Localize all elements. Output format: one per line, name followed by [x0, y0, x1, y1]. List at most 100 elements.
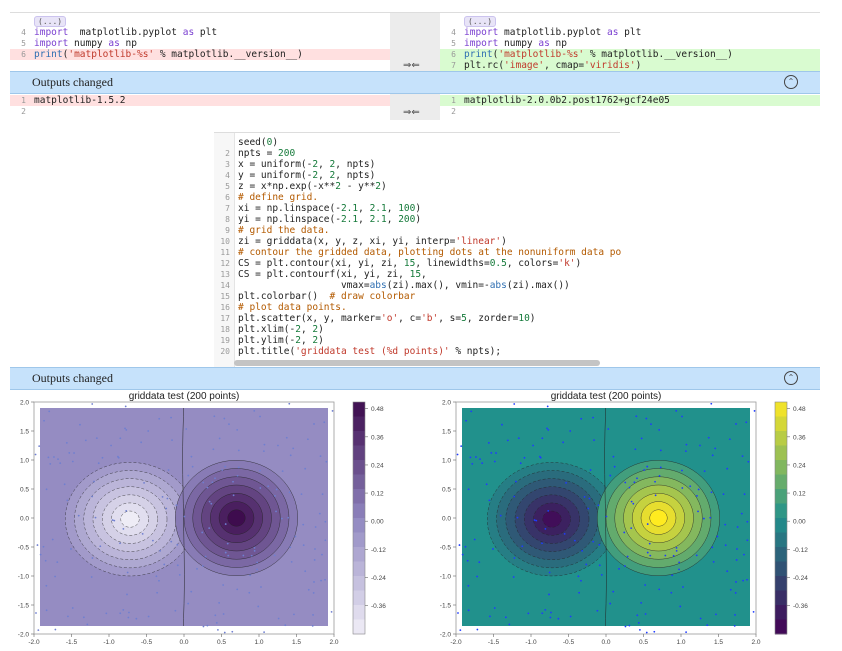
scatter-point	[685, 443, 688, 446]
scatter-point	[653, 630, 656, 633]
colorbar-tick-label: 0.00	[371, 519, 384, 526]
colorbar-segment	[775, 402, 787, 417]
colorbar-segment	[353, 503, 365, 519]
scatter-point	[54, 575, 56, 578]
scatter-point	[242, 554, 245, 557]
collapse-icon[interactable]: ⌃	[784, 371, 798, 385]
scatter-point	[91, 403, 94, 405]
scatter-point	[479, 458, 481, 461]
scatter-point	[612, 590, 615, 593]
scatter-point	[516, 516, 519, 519]
scatter-point	[624, 481, 627, 484]
diff-gutter: ⇒⇐	[390, 13, 440, 71]
scatter-point	[312, 614, 314, 616]
line-number: 3	[225, 160, 230, 169]
y-tick-label: 1.0	[442, 458, 451, 465]
colorbar-tick-label: 0.48	[371, 406, 384, 413]
source-cell[interactable]: seed(0) 2 npts = 200 3 x = uniform(-2, 2, np…	[214, 132, 621, 370]
scatter-point	[736, 526, 739, 528]
scatter-point	[726, 467, 729, 470]
scatter-point	[227, 554, 230, 557]
scatter-point	[681, 469, 683, 472]
scatter-point	[66, 499, 69, 502]
scatter-point	[117, 455, 119, 458]
line-number: 4	[21, 28, 26, 37]
scatter-point	[672, 554, 675, 557]
line-number: 11	[220, 248, 230, 257]
scatter-point	[82, 616, 85, 619]
colorbar-segment	[353, 460, 365, 475]
horizontal-scrollbar[interactable]	[234, 360, 600, 366]
scatter-point	[122, 527, 125, 530]
scatter-point	[287, 516, 290, 519]
scatter-point	[711, 454, 714, 457]
x-tick-label: 1.5	[292, 639, 301, 646]
scatter-point	[583, 496, 586, 498]
colorbar-segment	[775, 576, 787, 591]
scatter-point	[659, 466, 662, 469]
scatter-point	[743, 553, 745, 556]
scatter-point	[124, 405, 127, 408]
line-number: 6	[21, 50, 26, 59]
scatter-point	[712, 560, 715, 563]
scatter-point	[644, 584, 647, 586]
scatter-point	[281, 470, 284, 473]
y-tick-label: 1.5	[442, 429, 451, 436]
scatter-point	[636, 477, 638, 480]
scatter-point	[746, 578, 748, 581]
scatter-point	[226, 542, 229, 545]
merge-arrows[interactable]: ⇒⇐	[403, 107, 420, 118]
scatter-point	[135, 617, 138, 620]
scatter-point	[289, 546, 292, 549]
zero-contour	[604, 408, 607, 626]
y-tick-label: 0.0	[442, 516, 451, 523]
scatter-point	[469, 456, 472, 459]
scatter-point	[324, 578, 326, 581]
scatter-point	[111, 519, 114, 521]
outputs-changed-header[interactable]: Outputs changed ⌃	[10, 367, 820, 390]
output-diff: 1 matplotlib-1.5.2 2 ⇒⇐ 1 matplotlib-2.0.0…	[10, 94, 820, 120]
scatter-point	[596, 609, 599, 612]
scatter-point	[330, 611, 333, 613]
colorbar-segment	[353, 576, 365, 591]
code-line: 2 npts = 200	[214, 148, 620, 159]
x-tick-label: -1.0	[525, 639, 537, 646]
colorbar-tick-label: -0.36	[793, 603, 808, 610]
scatter-point	[124, 427, 126, 430]
scatter-point	[304, 467, 307, 470]
colorbar-frame	[352, 401, 366, 635]
scatter-point	[67, 615, 69, 618]
scatter-point	[623, 565, 626, 567]
x-tick-label: 0.0	[179, 639, 188, 646]
scatter-point	[689, 485, 692, 488]
scatter-point	[735, 581, 737, 583]
scatter-point	[90, 576, 93, 578]
merge-arrows[interactable]: ⇒⇐	[403, 60, 420, 71]
scatter-point	[35, 612, 37, 614]
outputs-changed-header[interactable]: Outputs changed ⌃	[10, 71, 820, 94]
scatter-point	[304, 570, 307, 573]
collapse-icon[interactable]: ⌃	[784, 75, 798, 89]
scatter-point	[523, 456, 526, 459]
scatter-point	[632, 502, 635, 505]
colorbar-segment	[775, 460, 787, 475]
collapsed-lines-button[interactable]: (...)	[464, 16, 497, 27]
scatter-point	[237, 466, 240, 469]
scatter-point	[218, 437, 221, 440]
scatter-point	[63, 483, 66, 486]
scatter-point	[734, 614, 736, 616]
code-line: 8 yi = np.linspace(-2.1, 2.1, 200)	[214, 214, 620, 225]
line-number: 4	[225, 171, 230, 180]
x-tick-label: -1.5	[488, 639, 500, 646]
line-number: 6	[451, 50, 456, 59]
scatter-point	[119, 542, 121, 545]
collapsed-lines-button[interactable]: (...)	[34, 16, 67, 27]
scatter-point	[658, 428, 661, 431]
scatter-point	[178, 573, 181, 576]
code-line: 16 # plot data points.	[214, 302, 620, 313]
scatter-point	[734, 592, 737, 594]
scatter-point	[110, 444, 112, 447]
code-line: 6 # define grid.	[214, 192, 620, 203]
